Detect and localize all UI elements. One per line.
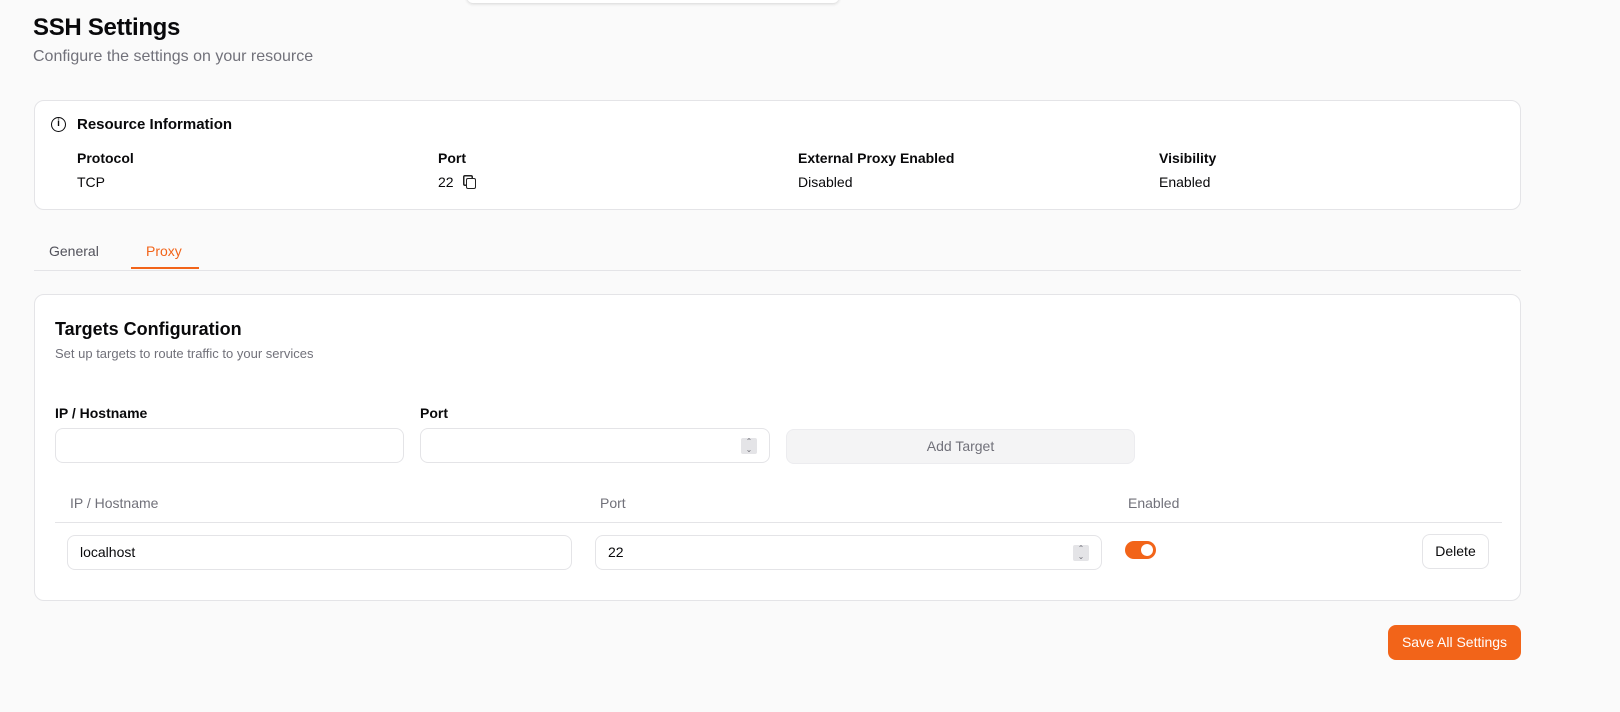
external-proxy-label: External Proxy Enabled [798,150,955,166]
page-subtitle: Configure the settings on your resource [33,48,314,65]
protocol-label: Protocol [77,150,134,166]
row-ip-input[interactable]: localhost [67,535,572,570]
port-input[interactable]: ⌃ ⌄ [420,428,770,463]
visibility-value: Enabled [1159,174,1211,190]
page-title: SSH Settings [33,14,181,41]
header-port: Port [600,495,626,511]
table-header-divider [55,522,1502,523]
delete-target-button[interactable]: Delete [1422,534,1489,569]
port-label: Port [438,150,466,166]
visibility-label: Visibility [1159,150,1217,166]
external-proxy-value: Disabled [798,174,853,190]
tab-proxy[interactable]: Proxy [146,243,182,259]
info-icon: i [51,117,66,132]
copy-icon[interactable] [465,178,476,189]
targets-subtitle: Set up targets to route traffic to your … [55,346,314,361]
save-all-settings-button[interactable]: Save All Settings [1388,625,1521,660]
row-enabled-toggle[interactable] [1125,541,1156,559]
header-enabled: Enabled [1128,495,1180,511]
resource-info-card: i Resource Information Protocol TCP Port… [34,100,1521,210]
tab-divider [34,270,1521,271]
row-port-input[interactable]: 22 ⌃ ⌄ [595,535,1102,570]
add-target-button[interactable]: Add Target [786,429,1135,464]
targets-title: Targets Configuration [55,319,242,339]
ip-label: IP / Hostname [55,405,148,421]
port-stepper-icon[interactable]: ⌃ ⌄ [741,438,757,454]
row-port-stepper-icon[interactable]: ⌃ ⌄ [1073,545,1089,561]
row-port-value: 22 [608,544,624,560]
ip-hostname-input[interactable] [55,428,404,463]
header-ip: IP / Hostname [70,495,159,511]
port-form-label: Port [420,405,448,421]
targets-card: Targets Configuration Set up targets to … [34,294,1521,601]
protocol-value: TCP [77,174,105,190]
tab-general[interactable]: General [49,243,99,259]
resource-info-title: Resource Information [77,116,233,133]
port-value: 22 [438,174,454,190]
port-value-wrap: 22 [438,174,476,190]
active-tab-indicator [131,267,199,269]
popup-edge [467,0,839,3]
